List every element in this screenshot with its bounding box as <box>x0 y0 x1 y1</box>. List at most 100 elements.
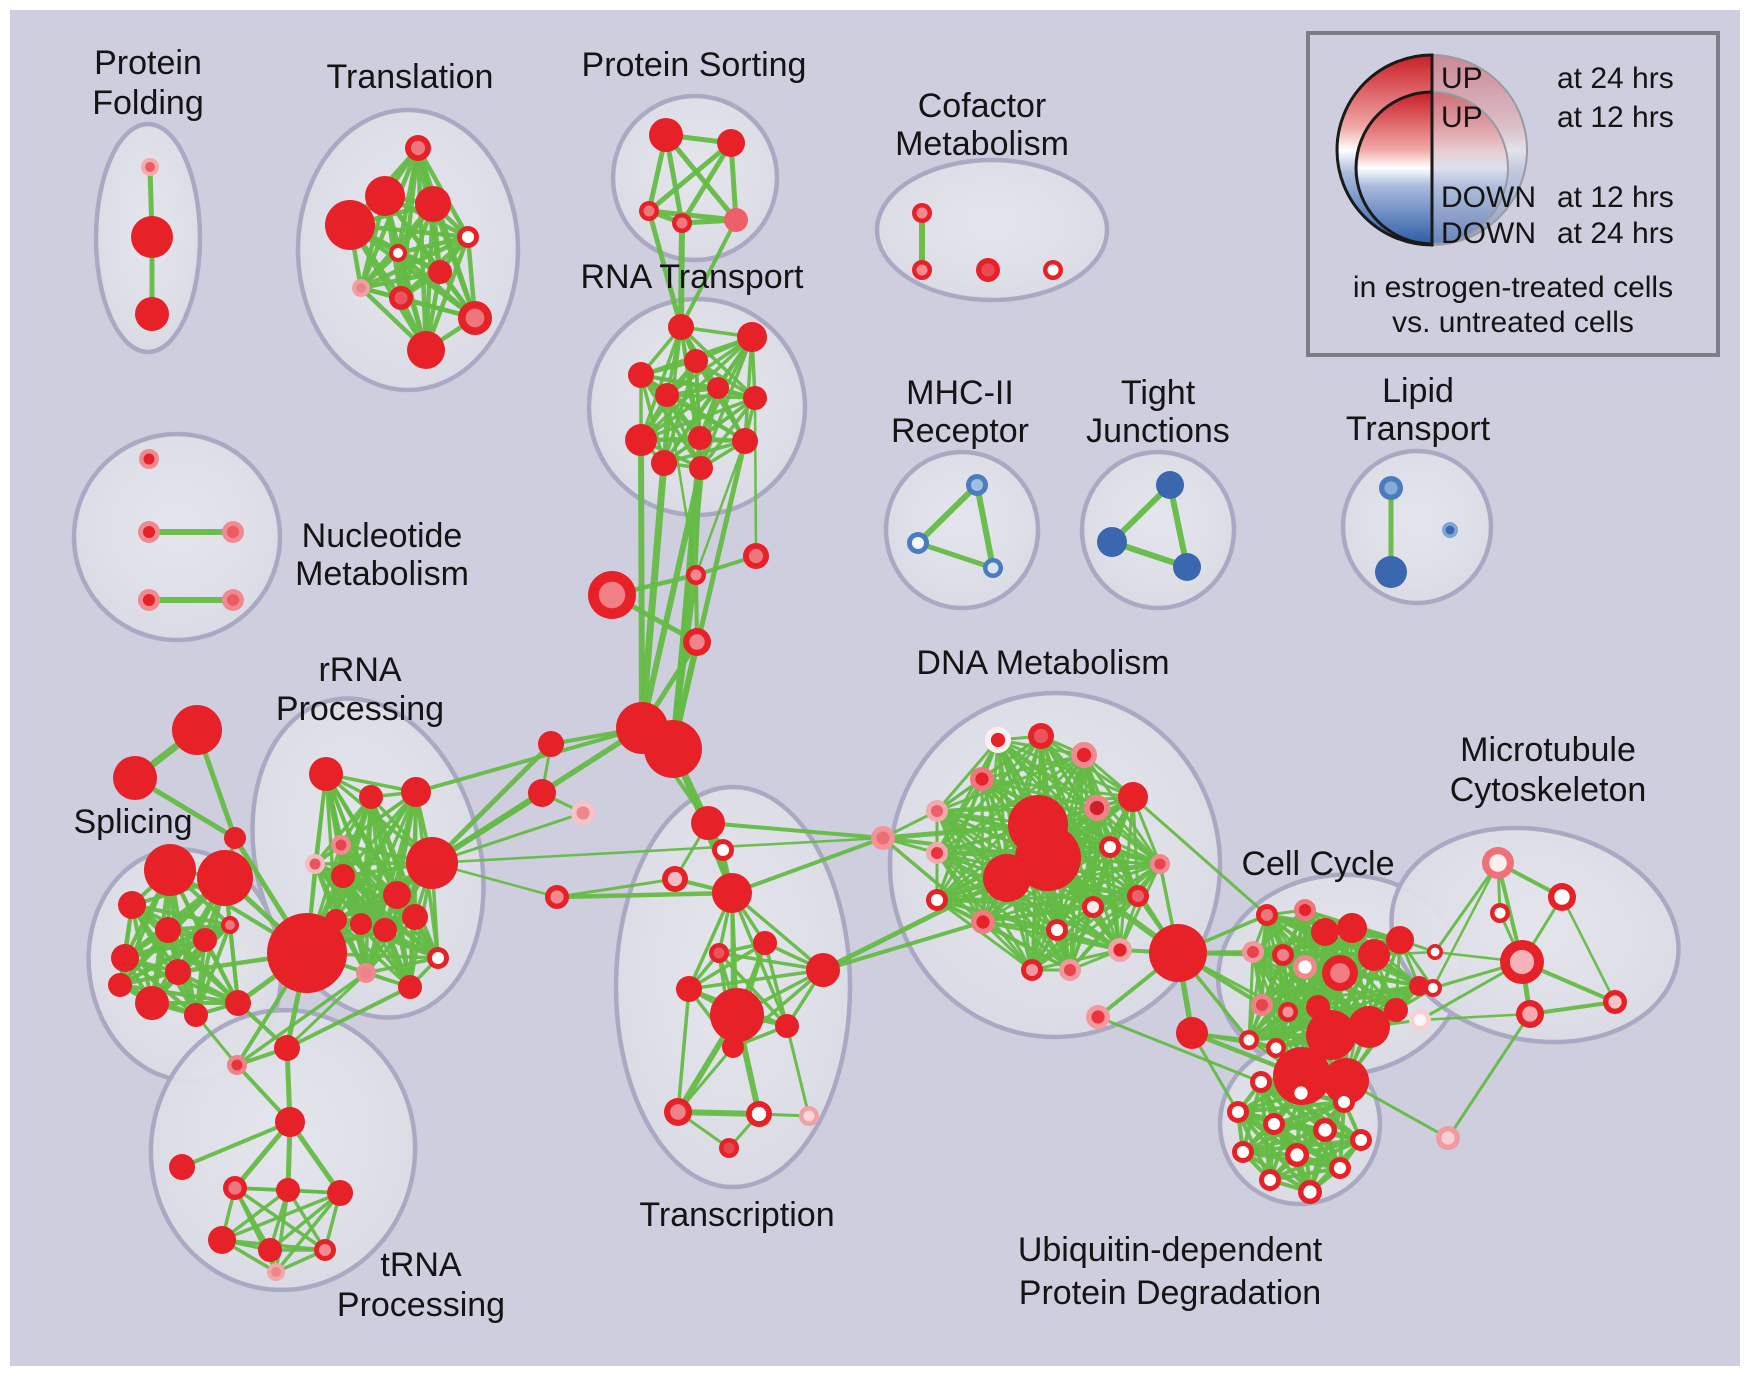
clique-edge <box>194 923 232 1017</box>
node-inner-lt1 <box>1384 481 1398 495</box>
node-inner-dm4 <box>975 772 989 786</box>
clique-edge <box>1039 734 1122 952</box>
node-outer-dmHubB <box>1015 825 1081 891</box>
clique-edge <box>1030 806 1099 972</box>
edge <box>679 218 738 329</box>
node-outer-rt1 <box>668 314 694 340</box>
clique-edge <box>935 898 1034 972</box>
edge <box>414 726 644 794</box>
cluster-label-mhc-ii-receptor: Receptor <box>891 412 1029 450</box>
edge <box>730 836 885 895</box>
node-outer-rt11 <box>651 450 677 476</box>
edge <box>285 971 368 1050</box>
node-outer-ps5 <box>724 208 748 232</box>
node-outer-br1 <box>806 953 840 987</box>
node-outer-rr3 <box>401 777 431 807</box>
cluster-label-rna-transport: RNA Transport <box>581 258 805 296</box>
edge <box>753 396 758 558</box>
node-inner-dm23 <box>1091 1010 1105 1024</box>
node-inner-mt3 <box>1494 907 1506 919</box>
node-outer-tr7 <box>428 260 452 284</box>
node-inner-nm3 <box>226 525 240 539</box>
cluster-label-rrna-processing: rRNA <box>318 651 401 689</box>
node-outer-tn4 <box>169 1154 195 1180</box>
clique-edge <box>220 1191 342 1242</box>
cluster-label-rrna-processing: Processing <box>276 690 444 728</box>
cluster-label-cell-cycle: Cell Cycle <box>1241 845 1394 883</box>
node-inner-tr6 <box>393 248 403 258</box>
node-inner-cm1 <box>916 207 928 219</box>
clique-edge <box>679 325 757 400</box>
edge <box>671 573 698 751</box>
node-inner-ub8 <box>1236 1145 1250 1159</box>
cluster-ellipse-nucleotide-metabolism <box>71 431 283 643</box>
edge <box>670 435 703 752</box>
node-outer-ccHubB <box>644 720 702 778</box>
node-outer-sp11 <box>135 986 169 1020</box>
node-inner-tr10 <box>465 308 485 328</box>
edge <box>881 836 985 924</box>
cluster-label-translation: Translation <box>327 58 494 96</box>
node-outer-ps1 <box>649 118 683 152</box>
node-outer-rt10 <box>732 428 758 454</box>
node-outer-cy9 <box>1358 939 1390 971</box>
legend-direction-label: UP <box>1441 62 1483 95</box>
clique-edge <box>268 1191 342 1252</box>
cluster-label-transcription: Transcription <box>639 1196 834 1234</box>
edge <box>430 811 585 865</box>
cluster-label-splicing: Splicing <box>73 803 192 841</box>
legend-circle-right-half <box>1431 90 1509 246</box>
edge <box>1446 1012 1532 1140</box>
clique-edge <box>313 795 373 866</box>
node-outer-tp9 <box>722 1036 744 1058</box>
clique-edge <box>663 132 739 223</box>
clique-edge <box>1236 1110 1272 1182</box>
node-outer-cyBigA <box>1306 1010 1356 1060</box>
cluster-label-tight-junctions: Junctions <box>1086 412 1230 450</box>
node-outer-rt7 <box>743 386 767 410</box>
node-inner-dm11 <box>976 915 990 929</box>
cluster-label-trna-processing: tRNA <box>380 1246 462 1284</box>
legend-time-label: at 24 hrs <box>1557 217 1674 250</box>
node-outer-rr11 <box>402 904 428 930</box>
edge <box>676 1045 735 1114</box>
node-inner-ub10 <box>1333 1161 1347 1175</box>
node-inner-tn11 <box>271 1267 281 1277</box>
node-inner-cy1 <box>1260 908 1274 922</box>
node-inner-dm13 <box>1086 900 1100 914</box>
edge <box>678 220 685 330</box>
edge <box>555 877 677 899</box>
cluster-label-dna-metabolism: DNA Metabolism <box>916 644 1169 682</box>
node-inner-dm8 <box>1089 800 1105 816</box>
node-outer-tn3 <box>275 1107 305 1137</box>
cluster-label-ubiquitin-degradation: Protein Degradation <box>1019 1274 1321 1312</box>
node-inner-dm10 <box>930 893 944 907</box>
node-inner-cc1 <box>690 569 702 581</box>
node-inner-dm1 <box>990 732 1006 748</box>
edge <box>974 482 996 571</box>
cluster-label-lipid-transport: Lipid <box>1382 372 1454 410</box>
node-inner-nm1 <box>143 453 155 465</box>
node-outer-ccc <box>1149 924 1207 982</box>
node-inner-pf1 <box>145 162 155 172</box>
node-inner-ps3 <box>643 205 655 217</box>
node-outer-ccc2 <box>1176 1017 1208 1049</box>
node-outer-tn2 <box>274 1035 300 1061</box>
cluster-label-lipid-transport: Transport <box>1346 410 1491 448</box>
node-outer-dm7 <box>1118 782 1148 812</box>
node-inner-tp11 <box>670 1104 686 1120</box>
clique-edge <box>1118 862 1162 952</box>
node-inner-cc3 <box>598 581 626 609</box>
edge <box>1433 861 1500 954</box>
clique-edge <box>980 777 1099 810</box>
node-inner-tp14 <box>723 1142 735 1154</box>
clique-edge <box>1082 753 1140 898</box>
node-outer-tj1 <box>1156 471 1184 499</box>
node-outer-tn7 <box>327 1180 353 1206</box>
node-inner-tr9 <box>394 291 408 305</box>
cluster-label-nucleotide-metabolism: Nucleotide <box>302 517 463 555</box>
node-outer-cy17 <box>1409 976 1429 996</box>
node-inner-tr5 <box>461 230 475 244</box>
node-inner-mtc3 <box>1413 1013 1427 1027</box>
